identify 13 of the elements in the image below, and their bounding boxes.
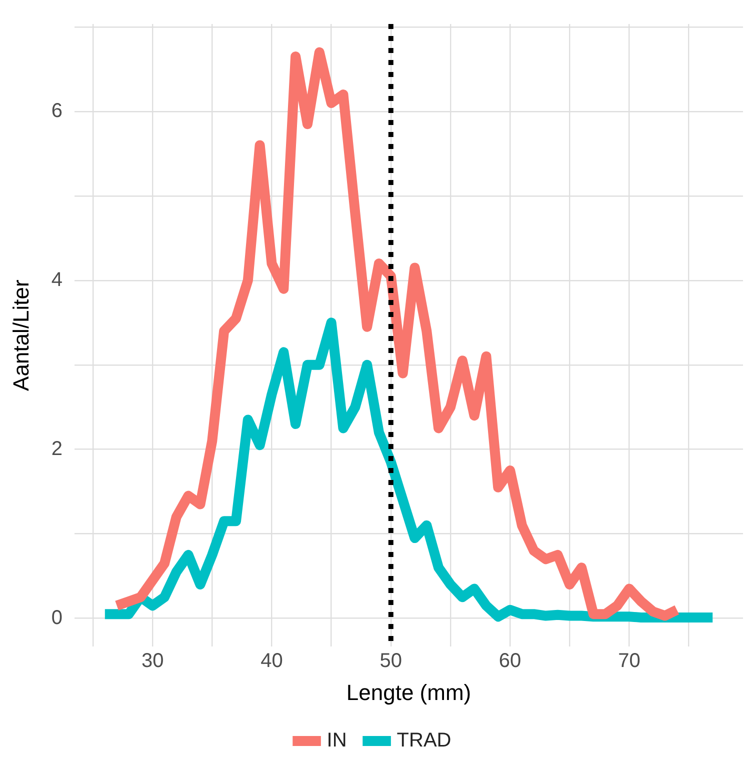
y-tick-label: 4	[51, 268, 63, 291]
y-tick-label: 6	[51, 100, 63, 122]
legend-label: TRAD	[396, 730, 452, 752]
y-tick-label: 0	[51, 606, 63, 629]
x-tick-label: 40	[260, 650, 283, 672]
y-axis-title: Aantal/Liter	[8, 280, 34, 391]
x-tick-label: 60	[498, 650, 522, 672]
y-tick-label: 2	[51, 438, 63, 460]
legend-label: IN	[326, 730, 347, 752]
x-tick-label: 30	[141, 650, 164, 672]
x-tick-label: 70	[618, 650, 640, 672]
x-tick-label: 50	[380, 650, 402, 672]
x-axis-title: Lengte (mm)	[346, 680, 472, 705]
